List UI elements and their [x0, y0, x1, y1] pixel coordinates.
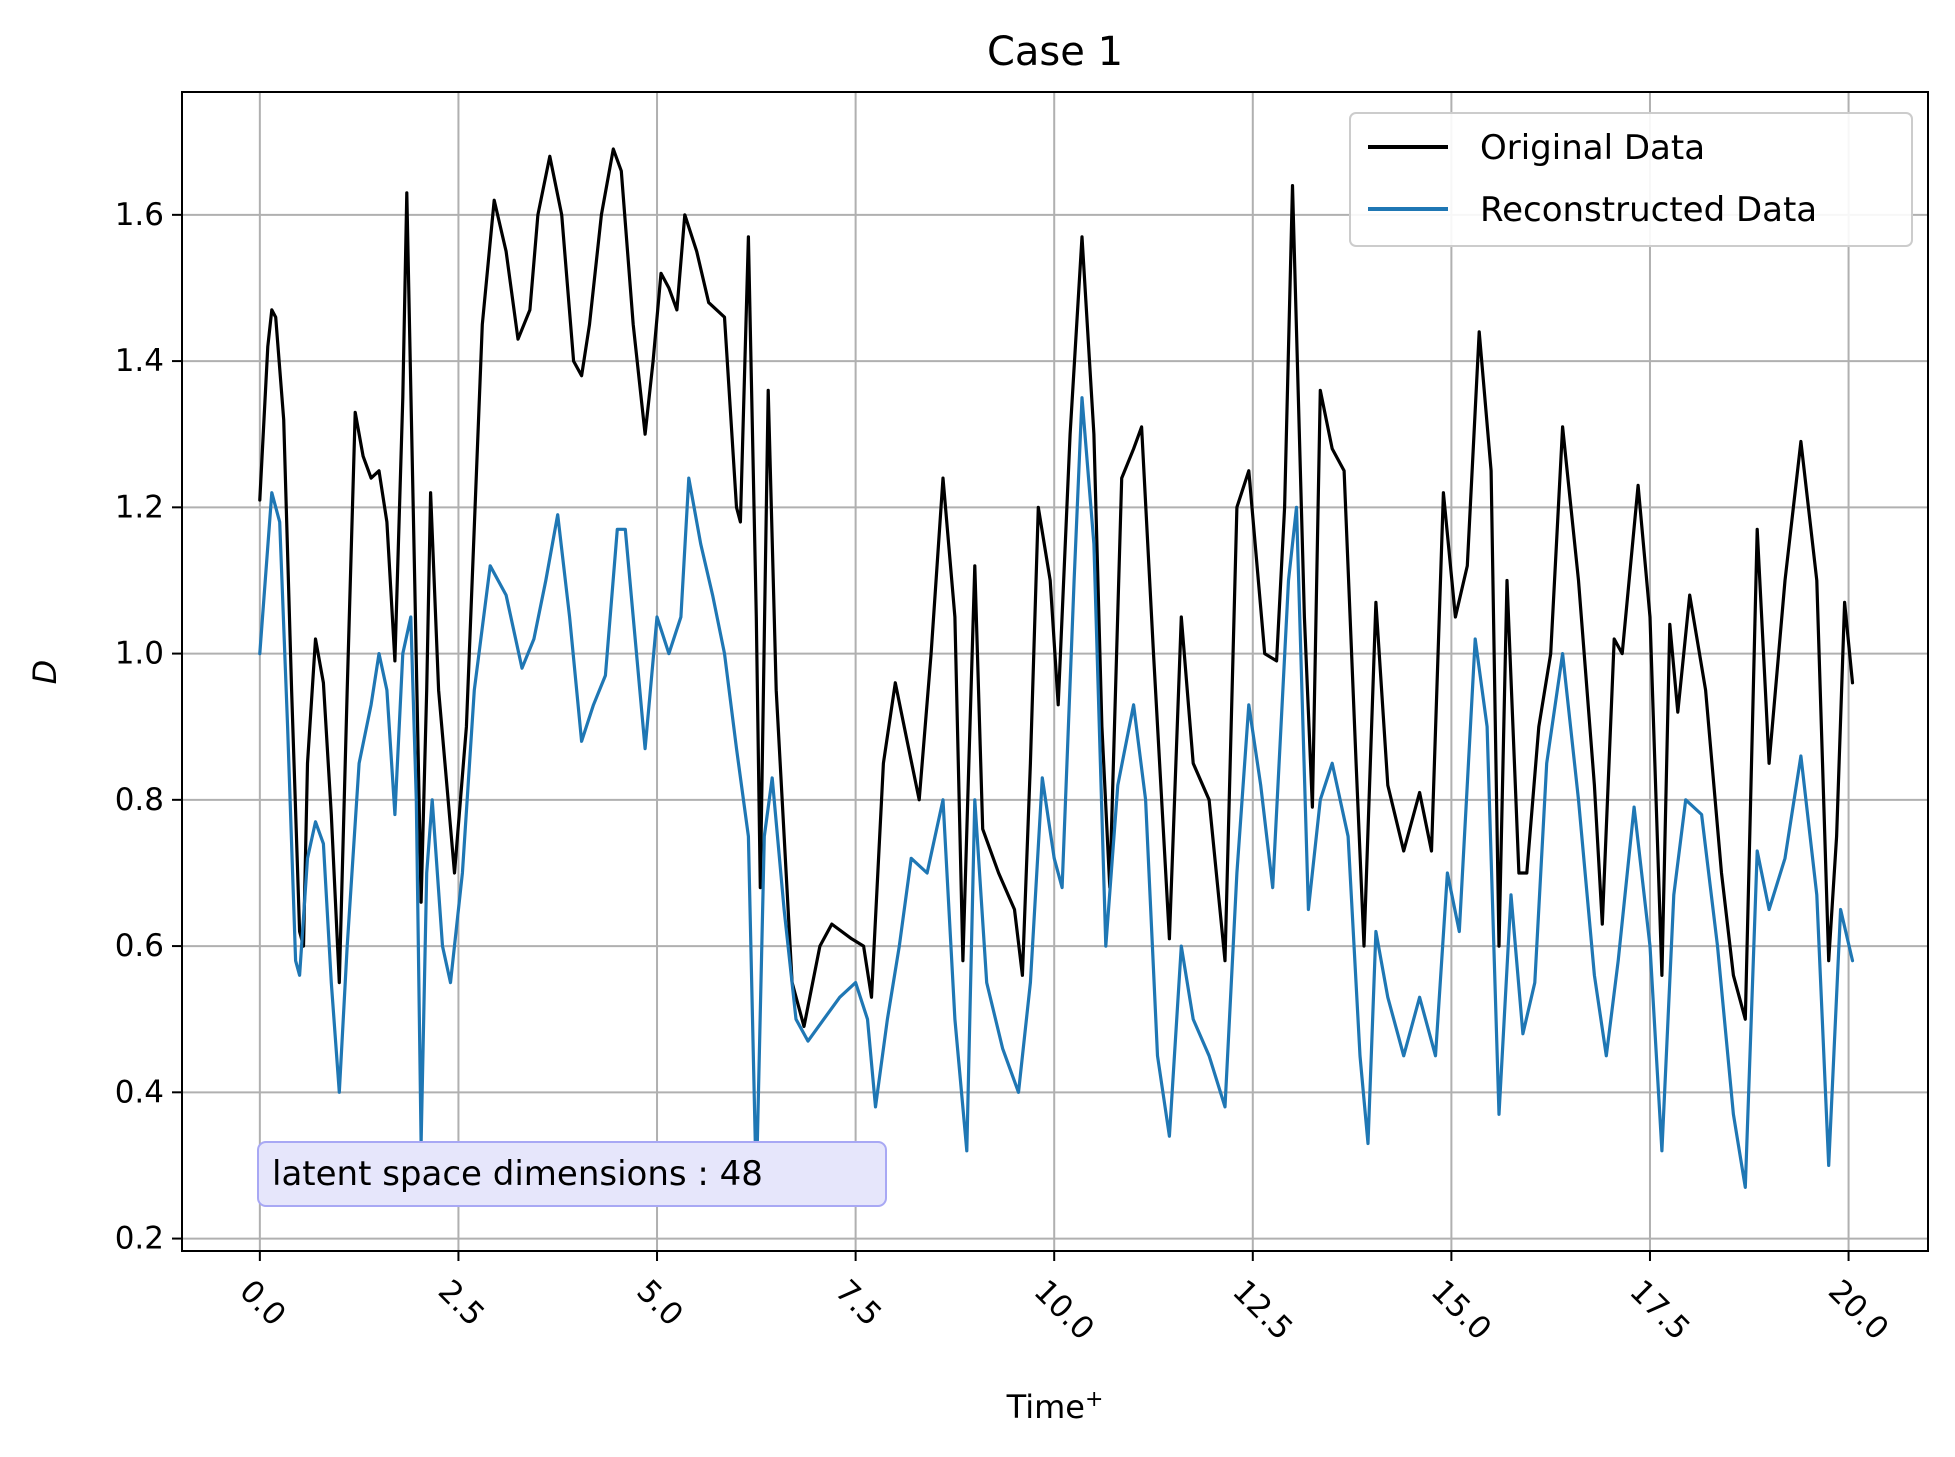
legend-box: [1349, 112, 1913, 247]
legend-label-reconstructed: Reconstructed Data: [1480, 190, 1817, 230]
series-line-0: [258, 147, 1855, 1029]
annotation-box: [257, 1141, 887, 1207]
y-axis-label: D: [26, 660, 64, 685]
y-tick-label: 0.2: [115, 1221, 164, 1257]
series-line-1: [258, 396, 1855, 1189]
y-tick-label: 1.4: [115, 343, 164, 379]
chart-title: Case 1: [987, 29, 1123, 75]
series-layer: [258, 147, 1855, 1189]
legend-label-original: Original Data: [1480, 128, 1705, 168]
x-axis-label-text: Time: [1006, 1388, 1085, 1426]
y-tick-label: 0.4: [115, 1074, 164, 1110]
y-tick-label: 0.8: [115, 782, 164, 818]
x-axis-label: Time+: [1006, 1387, 1104, 1426]
y-tick-label: 1.6: [115, 197, 164, 233]
y-tick-label: 1.2: [115, 489, 164, 525]
annotation: latent space dimensions : 48: [257, 1141, 887, 1207]
annotation-text: latent space dimensions : 48: [272, 1154, 763, 1194]
legend: Original Data Reconstructed Data: [1349, 112, 1913, 247]
x-axis-label-superscript: +: [1085, 1387, 1103, 1412]
y-tick-label: 0.6: [115, 928, 164, 964]
y-tick-label: 1.0: [115, 636, 164, 672]
